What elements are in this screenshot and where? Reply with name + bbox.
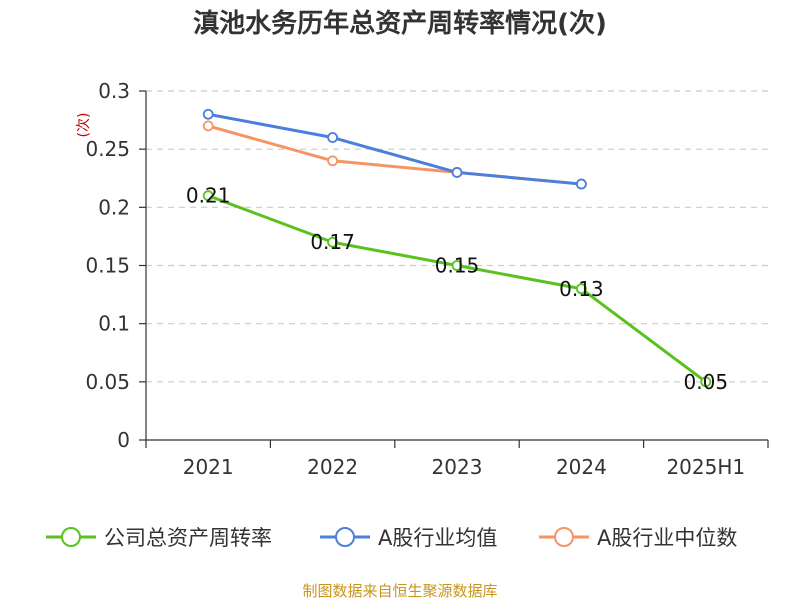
legend-marker	[61, 527, 81, 547]
data-point	[202, 108, 214, 120]
series-0	[202, 190, 712, 388]
x-tick-label: 2023	[432, 455, 483, 479]
legend-marker	[554, 527, 574, 547]
data-point	[700, 376, 712, 388]
legend-label: A股行业均值	[378, 526, 497, 550]
data-label: 0.05	[684, 370, 729, 394]
y-tick-label: 0.2	[98, 195, 130, 219]
data-label: 0.13	[559, 277, 604, 301]
series-line	[207, 194, 707, 384]
data-point	[451, 167, 463, 178]
data-point	[202, 120, 214, 132]
x-tick-label: 2025H1	[666, 455, 745, 479]
x-tick-label: 2021	[183, 455, 234, 479]
series-layer	[202, 108, 712, 388]
y-tick-label: 0.25	[85, 137, 130, 161]
y-tick-label: 0.15	[85, 254, 130, 278]
axes: 0 0.05 0.1 0.15 0.2 0.25 0.3 2021 2022 2023 2024 20…	[85, 79, 769, 479]
legend-item: A股行业均值	[320, 526, 497, 550]
data-point	[327, 236, 339, 248]
y-tick-label: 0.3	[98, 79, 130, 103]
data-point	[576, 178, 587, 190]
legend-label: 公司总资产周转率	[104, 526, 272, 550]
y-tick-label: 0	[117, 428, 130, 452]
data-point	[327, 155, 339, 167]
data-point	[451, 260, 463, 271]
legend-label: A股行业中位数	[597, 526, 737, 550]
x-tick-label: 2024	[556, 455, 607, 479]
legend-item: A股行业中位数	[539, 526, 737, 550]
y-tick-label: 0.05	[85, 370, 130, 394]
y-axis-label: (次)	[76, 113, 92, 138]
y-tick-label: 0.1	[98, 312, 130, 336]
data-label: 0.17	[310, 230, 355, 254]
data-label: 0.15	[435, 254, 480, 278]
legend-marker	[335, 527, 355, 547]
data-label: 0.21	[186, 184, 231, 208]
chart-title: 滇池水务历年总资产周转率情况(次)	[193, 8, 607, 39]
data-point	[327, 132, 339, 143]
series-1	[202, 108, 587, 190]
x-tick-label: 2022	[307, 455, 358, 479]
legend-item: 公司总资产周转率	[46, 526, 272, 550]
data-point	[202, 190, 214, 202]
data-labels: 0.21 0.17 0.15 0.13 0.05	[186, 184, 728, 394]
data-point	[576, 283, 587, 295]
series-line	[207, 112, 582, 186]
legend: 公司总资产周转率 A股行业均值 A股行业中位数	[46, 526, 737, 550]
source-note: 制图数据来自恒生聚源数据库	[302, 582, 497, 600]
